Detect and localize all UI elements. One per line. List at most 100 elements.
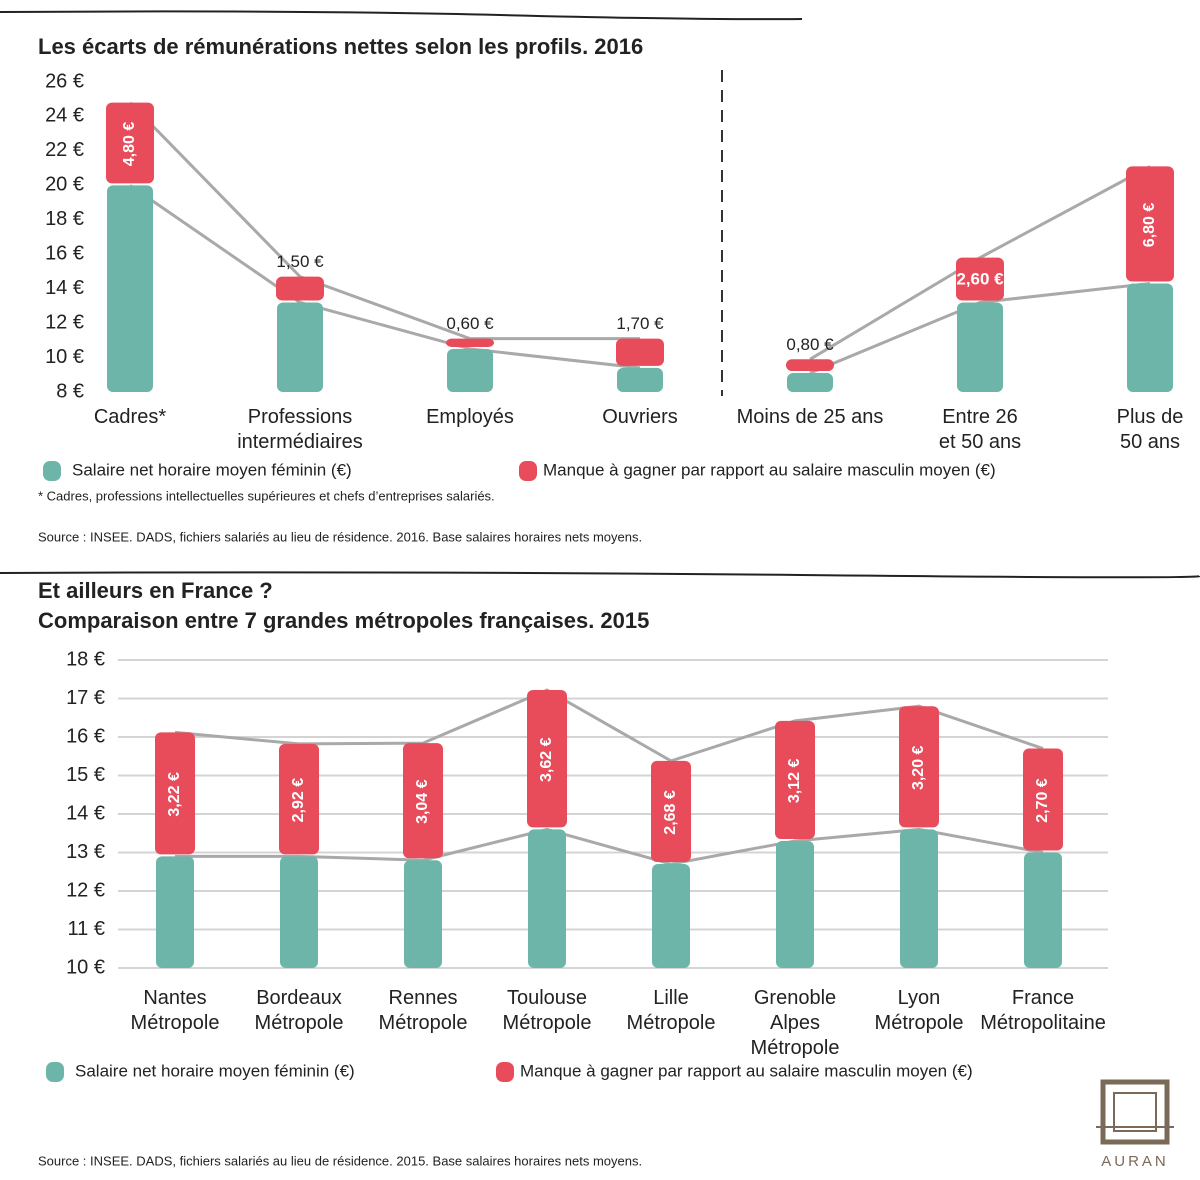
bar-female bbox=[617, 367, 663, 392]
x-tick-label-line: Bordeaux bbox=[256, 987, 342, 1009]
y-tick-label: 18 € bbox=[66, 648, 105, 670]
legend-label: Manque à gagner par rapport au salaire m… bbox=[520, 1061, 973, 1080]
bar-female bbox=[776, 840, 814, 968]
value-label: 0,60 € bbox=[446, 314, 494, 333]
x-tick-label-line: Toulouse bbox=[507, 987, 587, 1009]
x-tick-label: Lille Métropole bbox=[627, 987, 716, 1034]
bar-gap bbox=[276, 276, 324, 301]
y-tick-label: 15 € bbox=[66, 764, 105, 786]
x-tick-label: Grenoble Alpes Métropole bbox=[751, 987, 840, 1059]
value-label: 1,50 € bbox=[276, 252, 324, 271]
legend-swatch bbox=[496, 1062, 514, 1082]
x-tick-label-line: Métropole bbox=[131, 1012, 220, 1034]
x-tick-label-line: France bbox=[1012, 987, 1074, 1009]
x-tick-label: Nantes Métropole bbox=[131, 987, 220, 1034]
x-tick-label-line: 50 ans bbox=[1120, 431, 1180, 453]
value-label: 3,12 € bbox=[786, 759, 803, 804]
x-tick-label-line: Cadres* bbox=[94, 406, 166, 428]
x-tick-label: Cadres* bbox=[94, 406, 166, 428]
bar-female bbox=[900, 829, 938, 968]
bar-gap bbox=[155, 732, 195, 855]
y-tick-label: 10 € bbox=[45, 346, 84, 368]
x-tick-label-line: Entre 26 bbox=[942, 406, 1018, 428]
value-label: 3,62 € bbox=[538, 737, 555, 782]
bar-gap bbox=[616, 338, 664, 366]
value-label: 3,20 € bbox=[910, 745, 927, 790]
value-label: 6,80 € bbox=[1141, 203, 1158, 248]
x-tick-label-line: Métropole bbox=[751, 1037, 840, 1059]
value-label: 4,80 € bbox=[121, 122, 138, 167]
x-tick-label-line: Professions bbox=[248, 406, 353, 428]
bar-gap bbox=[279, 743, 319, 855]
x-tick-label: Lyon Métropole bbox=[875, 987, 964, 1034]
logo-box bbox=[1100, 1079, 1170, 1145]
x-tick-label-line: Lyon bbox=[898, 987, 941, 1009]
value-label: 3,22 € bbox=[166, 772, 183, 817]
logo: AURAN bbox=[1096, 1079, 1174, 1170]
x-tick-label-line: Alpes bbox=[770, 1012, 820, 1034]
chart-title: Les écarts de rémunérations nettes selon… bbox=[38, 34, 643, 59]
x-tick-label-line: Employés bbox=[426, 406, 514, 428]
y-tick-label: 16 € bbox=[45, 243, 84, 265]
x-tick-label-line: Ouvriers bbox=[602, 406, 678, 428]
y-tick-label: 14 € bbox=[45, 277, 84, 299]
x-tick-label-line: Lille bbox=[653, 987, 689, 1009]
female-line bbox=[809, 282, 1151, 375]
x-tick-label-line: Métropole bbox=[627, 1012, 716, 1034]
bar-female bbox=[447, 348, 493, 392]
value-label: 2,92 € bbox=[290, 778, 307, 823]
legend-swatch bbox=[519, 461, 537, 481]
bar-female bbox=[787, 373, 833, 392]
legend-swatch bbox=[46, 1062, 64, 1082]
y-tick-label: 26 € bbox=[45, 70, 84, 92]
x-tick-label-line: Métropolitaine bbox=[980, 1012, 1106, 1034]
x-tick-label-line: Métropole bbox=[503, 1012, 592, 1034]
x-tick-label-line: et 50 ans bbox=[939, 431, 1021, 453]
bar-gap bbox=[106, 102, 154, 184]
y-tick-label: 13 € bbox=[66, 841, 105, 863]
y-tick-label: 16 € bbox=[66, 725, 105, 747]
bar-gap bbox=[899, 706, 939, 828]
source: Source : INSEE. DADS, fichiers salariés … bbox=[38, 1153, 642, 1168]
x-tick-label-line: Moins de 25 ans bbox=[737, 406, 884, 428]
bar-female bbox=[277, 302, 323, 392]
x-tick-label: Toulouse Métropole bbox=[503, 987, 592, 1034]
chart-title: Et ailleurs en France ? bbox=[38, 578, 273, 603]
female-line bbox=[175, 827, 1044, 866]
bar-gap bbox=[775, 720, 815, 839]
bar-gap bbox=[446, 338, 494, 347]
bar-female bbox=[1127, 283, 1173, 392]
bar-gap bbox=[527, 690, 567, 828]
bar-gap bbox=[786, 359, 834, 372]
value-label: 0,80 € bbox=[786, 335, 834, 354]
value-label: 2,68 € bbox=[662, 790, 679, 835]
x-tick-label-line: Nantes bbox=[143, 987, 206, 1009]
y-tick-label: 12 € bbox=[66, 879, 105, 901]
male-line bbox=[174, 688, 1044, 763]
x-tick-label: Rennes Métropole bbox=[379, 987, 468, 1034]
y-tick-label: 17 € bbox=[66, 687, 105, 709]
bar-female bbox=[156, 856, 194, 968]
x-tick-label: Professions intermédiaires bbox=[237, 406, 363, 453]
value-label: 2,60 € bbox=[956, 270, 1004, 289]
bar-gap bbox=[1126, 166, 1174, 282]
male-line bbox=[128, 101, 640, 341]
y-tick-label: 10 € bbox=[66, 956, 105, 978]
footnote: * Cadres, professions intellectuelles su… bbox=[38, 488, 495, 503]
section-rule bbox=[0, 571, 1200, 579]
legend-label: Manque à gagner par rapport au salaire m… bbox=[543, 460, 996, 479]
logo-inner bbox=[1113, 1092, 1157, 1132]
y-tick-label: 22 € bbox=[45, 139, 84, 161]
bar-female bbox=[1024, 852, 1062, 968]
x-tick-label: Entre 26 et 50 ans bbox=[939, 406, 1021, 453]
bar-female bbox=[404, 860, 442, 968]
bar-gap bbox=[651, 760, 691, 863]
source: Source : INSEE. DADS, fichiers salariés … bbox=[38, 529, 642, 544]
bar-female bbox=[107, 185, 153, 392]
x-tick-label: Ouvriers bbox=[602, 406, 678, 428]
x-tick-label: Bordeaux Métropole bbox=[255, 987, 344, 1034]
value-label: 1,70 € bbox=[616, 314, 664, 333]
x-tick-label-line: Métropole bbox=[379, 1012, 468, 1034]
x-tick-label: Plus de 50 ans bbox=[1117, 406, 1184, 453]
x-tick-label-line: intermédiaires bbox=[237, 431, 363, 453]
